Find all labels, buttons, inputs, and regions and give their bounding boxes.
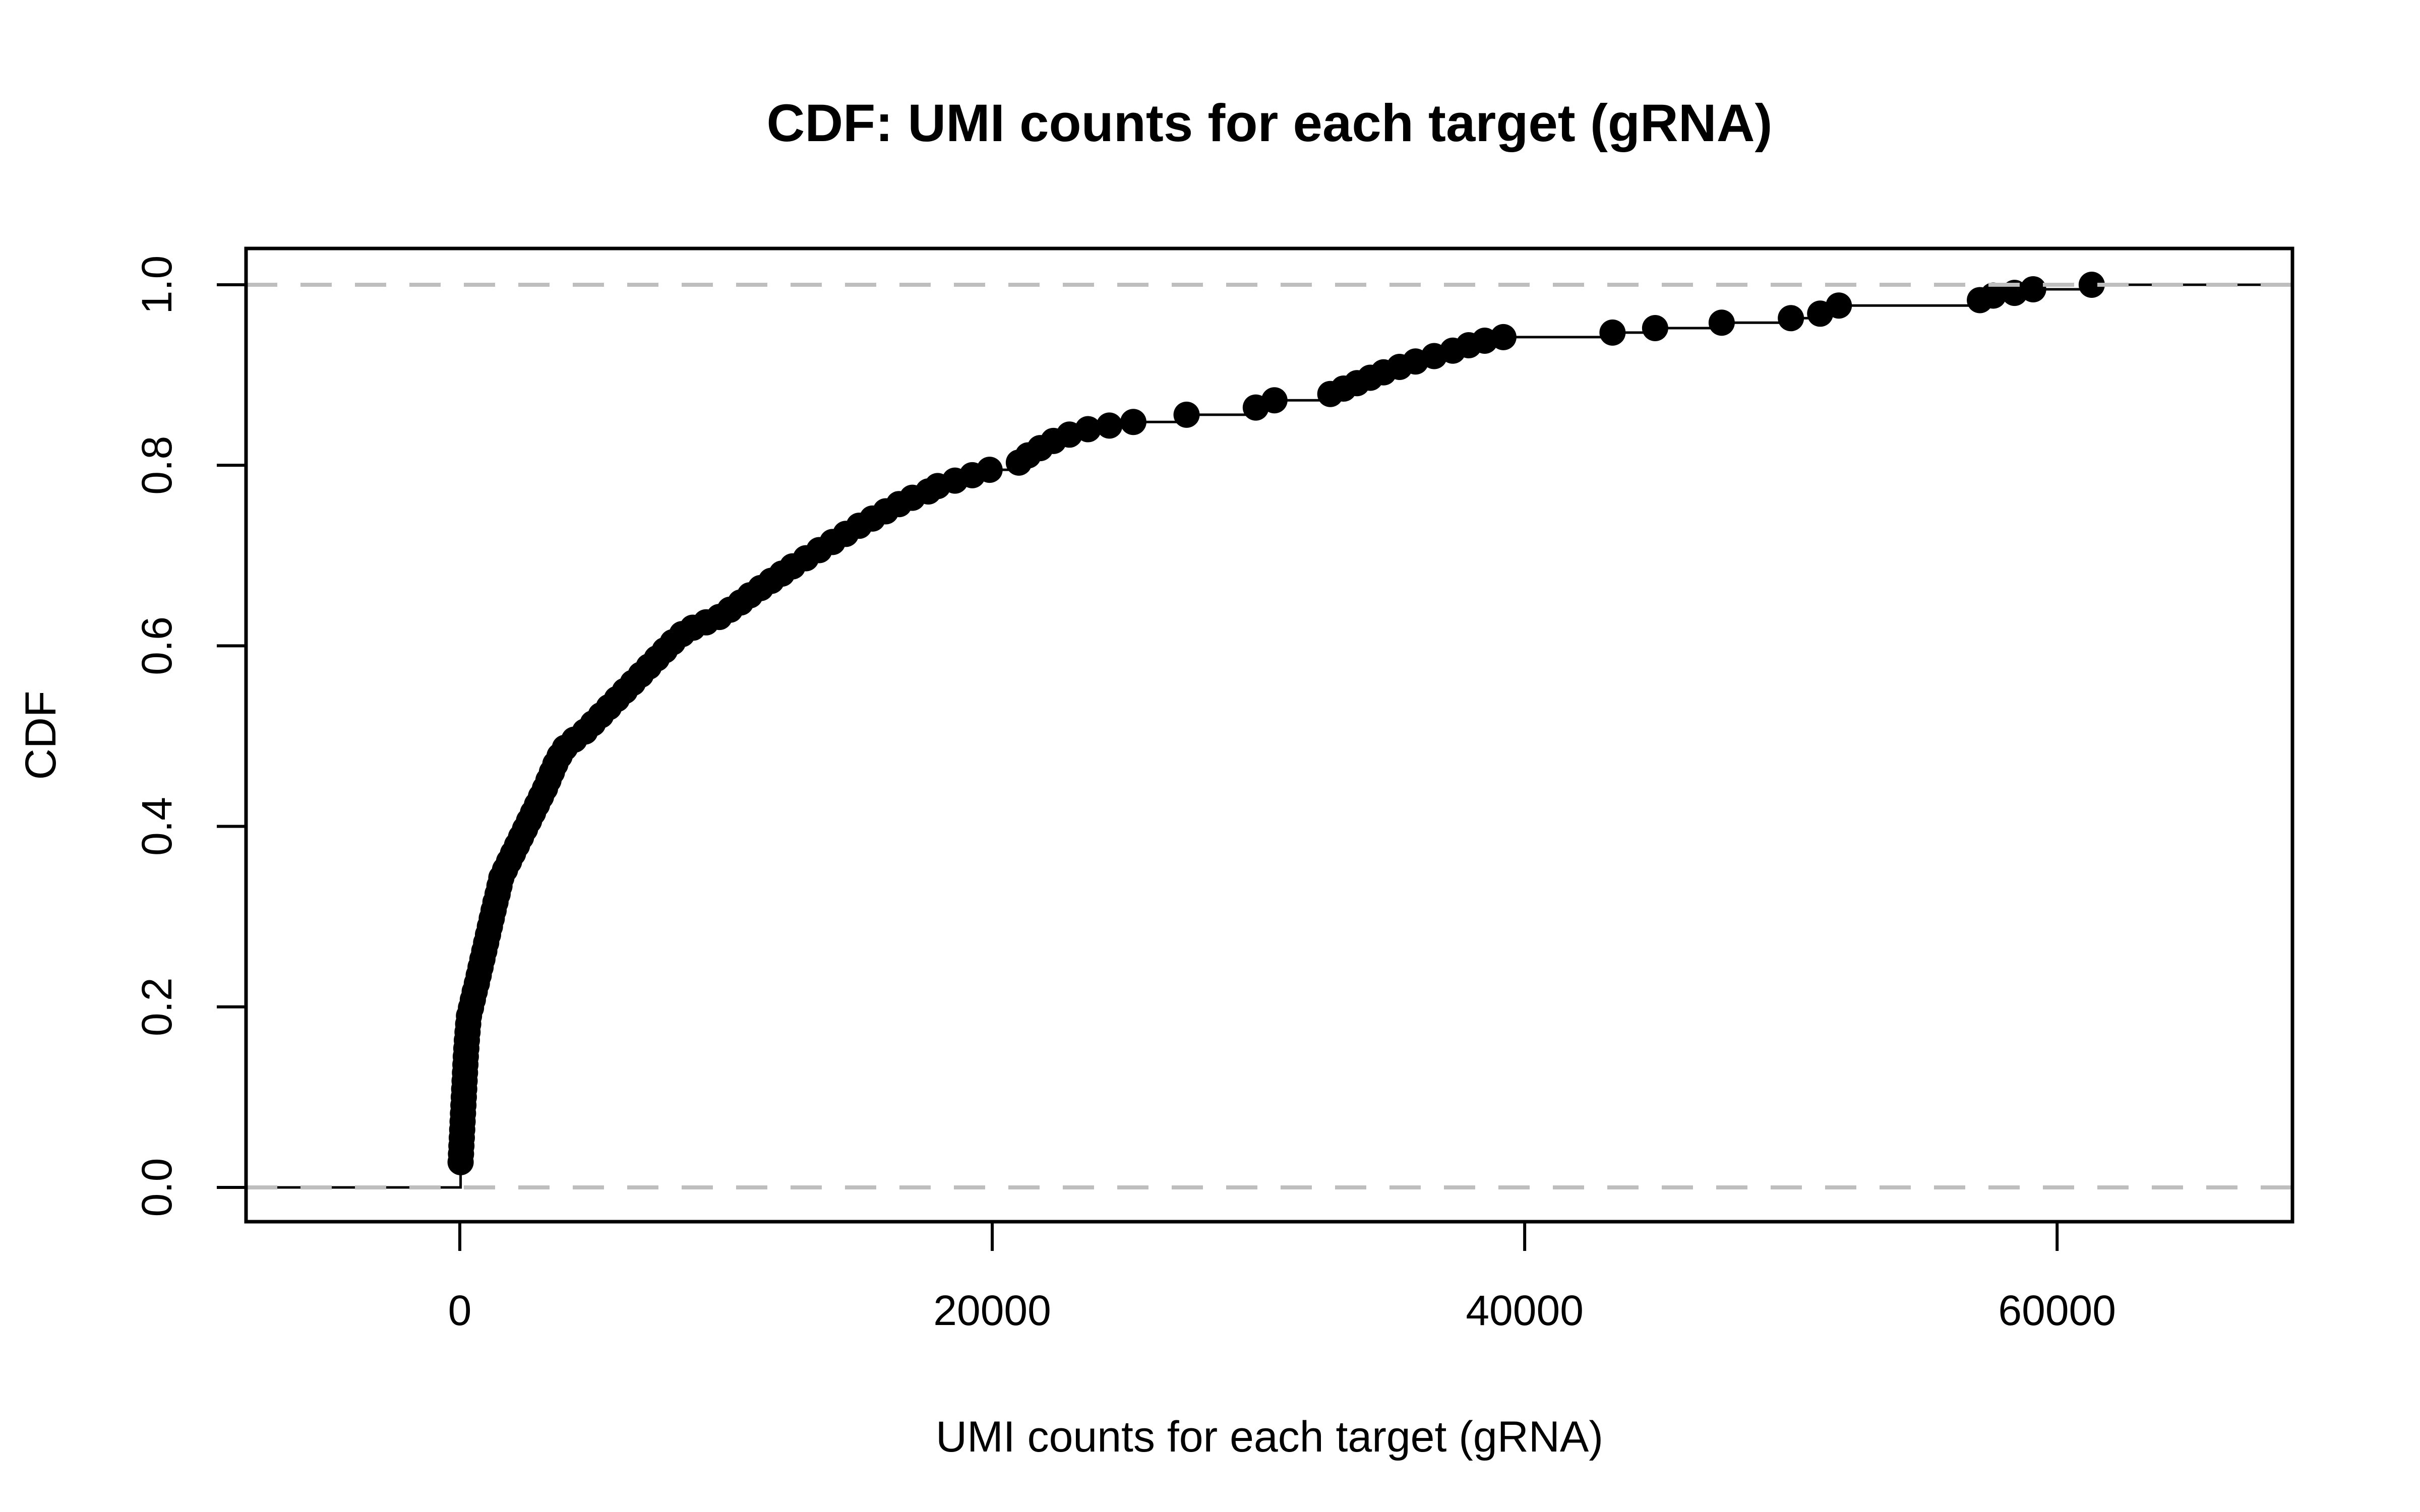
ecdf-points — [447, 271, 2105, 1175]
x-axis-label: UMI counts for each target (gRNA) — [936, 1413, 1603, 1461]
ecdf-point — [2078, 271, 2105, 298]
y-axis-label: CDF — [17, 691, 65, 780]
ecdf-point — [1075, 416, 1102, 443]
ecdf-point — [1778, 305, 1804, 332]
y-tick-label: 0.0 — [133, 1158, 180, 1217]
ecdf-point — [1599, 319, 1626, 346]
x-tick-label: 40000 — [1466, 1287, 1584, 1334]
ecdf-point — [1490, 324, 1517, 350]
ecdf-point — [1173, 401, 1200, 428]
y-tick-label: 0.8 — [133, 436, 180, 495]
y-tick-label: 1.0 — [133, 256, 180, 314]
ecdf-point — [1826, 292, 1852, 319]
ecdf-point — [1096, 412, 1123, 439]
plot-box — [244, 246, 2294, 1224]
plot-title: CDF: UMI counts for each target (gRNA) — [767, 94, 1773, 153]
x-tick-label: 20000 — [933, 1287, 1051, 1334]
ecdf-point — [1642, 314, 1668, 341]
ecdf-point — [2020, 276, 2046, 302]
ecdf-point — [1708, 309, 1735, 336]
ecdf-point — [1261, 387, 1288, 414]
y-tick-label: 0.4 — [133, 797, 180, 856]
x-tick-label: 0 — [448, 1287, 472, 1334]
ecdf-point — [976, 457, 1003, 483]
y-tick-label: 0.2 — [133, 977, 180, 1036]
ecdf-point — [1980, 282, 2007, 309]
y-tick-label: 0.6 — [133, 616, 180, 675]
x-tick-label: 60000 — [1998, 1287, 2116, 1334]
ecdf-step-line — [246, 283, 2292, 1189]
ecdf-point — [1120, 409, 1146, 435]
